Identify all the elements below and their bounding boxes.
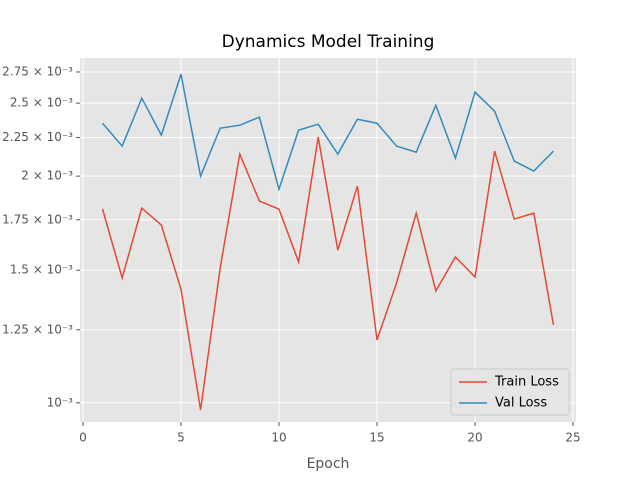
y-tick-label: 2.25 × 10⁻³ [2, 130, 73, 144]
line-series [101, 74, 554, 192]
y-tick-label: 2 × 10⁻³ [21, 169, 73, 183]
y-tick-label: 2.5 × 10⁻³ [10, 96, 73, 110]
line-series [101, 137, 555, 410]
y-tick-label: 1.25 × 10⁻³ [2, 322, 73, 336]
legend-label: Val Loss [495, 396, 547, 411]
x-tick-label: 15 [369, 431, 384, 445]
x-tick-label: 0 [79, 431, 87, 445]
x-axis-label: Epoch [307, 456, 350, 472]
x-tick-label: 20 [467, 431, 482, 445]
y-tick-label: 1.75 × 10⁻³ [2, 212, 73, 226]
x-tick-label: 10 [271, 431, 286, 445]
plot-background [80, 58, 576, 422]
x-tick-label: 5 [177, 431, 185, 445]
y-tick-label: 1.5 × 10⁻³ [10, 263, 73, 277]
x-tick-label: 25 [565, 431, 580, 445]
y-tick-label: 10⁻³ [47, 395, 74, 409]
legend-label: Train Loss [494, 375, 559, 390]
chart-title: Dynamics Model Training [222, 32, 435, 52]
y-tick-label: 2.75 × 10⁻³ [2, 64, 73, 78]
